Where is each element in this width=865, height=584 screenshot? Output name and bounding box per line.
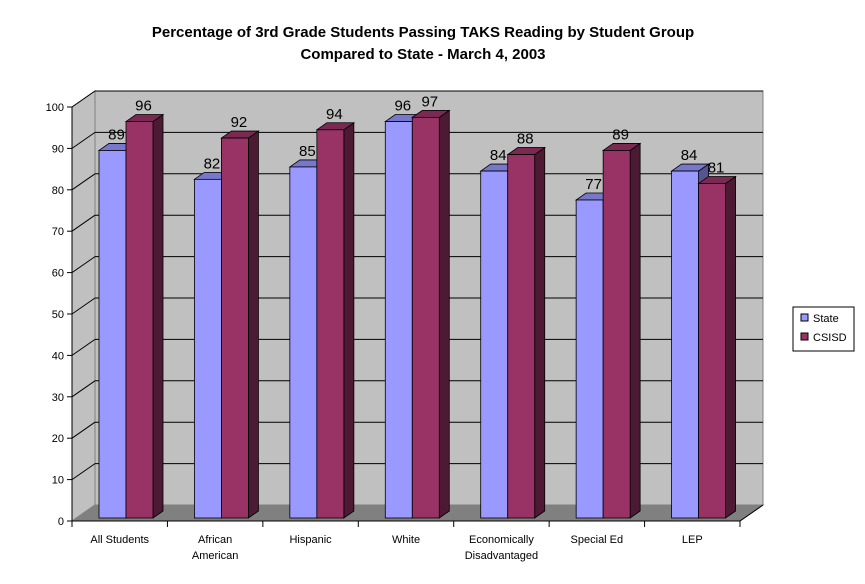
legend-swatch-csisd bbox=[800, 332, 809, 341]
data-label: 92 bbox=[231, 114, 248, 131]
data-label: 81 bbox=[708, 159, 725, 176]
gridline-side bbox=[71, 173, 96, 191]
legend-label: CSISD bbox=[813, 332, 847, 344]
gridline-side bbox=[71, 214, 96, 232]
gridline-side bbox=[71, 463, 96, 481]
data-label: 88 bbox=[517, 131, 534, 148]
gridline-side bbox=[71, 297, 96, 315]
bar-state bbox=[289, 166, 318, 519]
y-tick-label: 80 bbox=[52, 185, 64, 197]
data-label: 84 bbox=[490, 147, 507, 164]
bar-csisd bbox=[316, 129, 345, 519]
gridline-side bbox=[71, 421, 96, 439]
data-label: 94 bbox=[326, 106, 343, 123]
bar-side-csisd bbox=[152, 113, 164, 519]
bar-csisd bbox=[507, 154, 536, 519]
y-tick-label: 50 bbox=[52, 309, 64, 321]
data-label: 85 bbox=[299, 143, 316, 160]
gridline-side bbox=[71, 90, 96, 108]
legend-swatch-state bbox=[800, 313, 809, 322]
data-label: 84 bbox=[681, 147, 698, 164]
y-tick-label: 30 bbox=[52, 392, 64, 404]
y-tick-label: 20 bbox=[52, 433, 64, 445]
bar-state bbox=[98, 150, 127, 519]
x-tick-label: Hispanic bbox=[289, 534, 332, 546]
x-tick-label: African bbox=[198, 534, 232, 546]
bar-csisd bbox=[602, 150, 631, 519]
bar-state bbox=[480, 170, 509, 519]
y-tick-label: 0 bbox=[58, 516, 64, 528]
gridline-side bbox=[71, 256, 96, 274]
x-tick-label: Special Ed bbox=[571, 534, 624, 546]
data-label: 96 bbox=[394, 98, 411, 115]
bar-state bbox=[575, 199, 604, 519]
data-label: 89 bbox=[612, 126, 629, 143]
data-label: 89 bbox=[108, 126, 125, 143]
chart-title: Percentage of 3rd Grade Students Passing… bbox=[152, 24, 694, 41]
legend-label: State bbox=[813, 313, 839, 325]
x-tick-label: Economically bbox=[469, 534, 534, 546]
x-tick-label: Disadvantaged bbox=[465, 550, 538, 562]
y-tick-label: 60 bbox=[52, 268, 64, 280]
bar-side-csisd bbox=[629, 142, 641, 519]
bar-side-csisd bbox=[438, 109, 450, 519]
floor-edge bbox=[739, 504, 764, 522]
data-label: 77 bbox=[585, 176, 602, 193]
data-label: 97 bbox=[421, 93, 438, 110]
y-tick-label: 40 bbox=[52, 350, 64, 362]
bar-csisd bbox=[698, 183, 726, 519]
y-tick-label: 10 bbox=[52, 475, 64, 487]
y-tick-label: 100 bbox=[46, 102, 64, 114]
bar-state bbox=[194, 178, 222, 519]
bar-side-csisd bbox=[343, 122, 355, 519]
bar-csisd bbox=[221, 137, 249, 519]
gridline-side bbox=[71, 338, 96, 356]
chart-title: Compared to State - March 4, 2003 bbox=[300, 46, 545, 63]
bar-csisd bbox=[411, 116, 440, 519]
data-label: 96 bbox=[135, 98, 152, 115]
bar-state bbox=[671, 170, 699, 519]
x-tick-label: White bbox=[392, 534, 420, 546]
bar-side-csisd bbox=[248, 130, 259, 519]
gridline-side bbox=[71, 131, 96, 149]
bar-csisd bbox=[125, 121, 154, 519]
gridline-side bbox=[71, 380, 96, 398]
x-tick-label: All Students bbox=[90, 534, 149, 546]
x-tick-label: American bbox=[192, 550, 238, 562]
y-tick-label: 70 bbox=[52, 226, 64, 238]
x-tick-label: LEP bbox=[682, 534, 703, 546]
bar-state bbox=[384, 121, 413, 519]
data-label: 82 bbox=[204, 155, 221, 172]
bar-side-csisd bbox=[534, 146, 546, 519]
y-tick-label: 90 bbox=[52, 143, 64, 155]
bar-side-csisd bbox=[725, 175, 736, 519]
